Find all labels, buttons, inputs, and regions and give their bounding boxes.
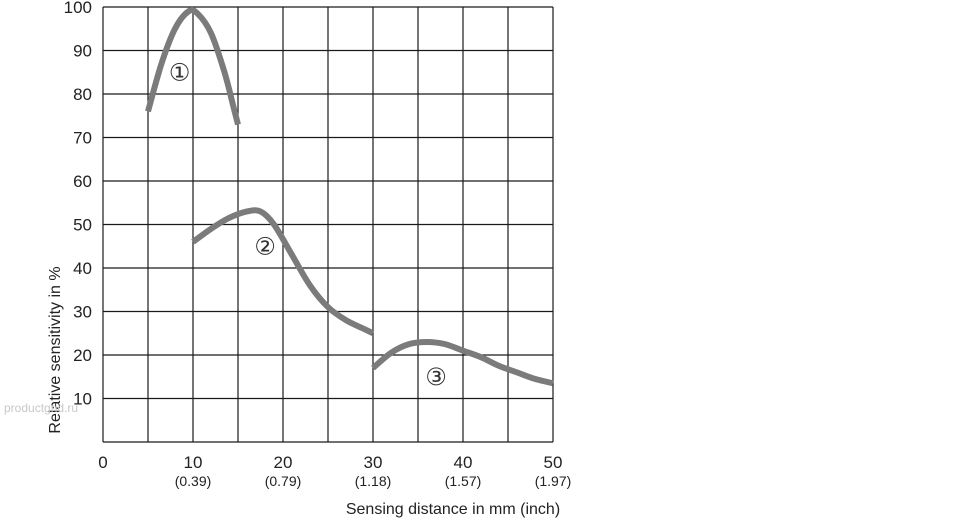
curve-2 (191, 207, 375, 336)
curve-3 (371, 338, 554, 387)
curve-label-2: ② (254, 232, 276, 260)
y-tick-label: 90 (73, 42, 92, 61)
y-tick-label: 70 (73, 129, 92, 148)
x-tick-sublabel: (1.97) (535, 473, 572, 489)
y-tick-label: 50 (73, 216, 92, 235)
x-tick-label: 0 (98, 453, 107, 472)
curve-1 (145, 6, 241, 126)
curve-labels: ① ② ③ (169, 58, 447, 391)
x-tick-label: 10 (184, 453, 203, 472)
x-axis-ticks: 0 10(0.39) 20(0.79) 30(1.18) 40(1.57) 50(1.97… (98, 453, 571, 489)
x-tick-sublabel: (0.39) (175, 473, 212, 489)
y-tick-label: 60 (73, 172, 92, 191)
y-tick-label: 40 (73, 259, 92, 278)
x-tick-label: 30 (364, 453, 383, 472)
y-tick-label: 30 (73, 303, 92, 322)
y-tick-label: 10 (73, 390, 92, 409)
curve-label-1: ① (169, 58, 191, 86)
y-tick-label: 80 (73, 85, 92, 104)
x-axis-title: Sensing distance in mm (inch) (346, 501, 560, 518)
y-tick-label: 100 (64, 0, 92, 17)
x-tick-label: 50 (544, 453, 563, 472)
y-axis-title: Relative sensitivity in % (47, 266, 64, 433)
x-tick-sublabel: (0.79) (265, 473, 302, 489)
x-tick-label: 20 (274, 453, 293, 472)
y-axis-ticks: 10 20 30 40 50 60 70 80 90 100 (64, 0, 92, 409)
x-tick-sublabel: (1.18) (355, 473, 392, 489)
x-tick-sublabel: (1.57) (445, 473, 482, 489)
x-tick-label: 40 (454, 453, 473, 472)
y-tick-label: 20 (73, 346, 92, 365)
curves (145, 6, 554, 387)
curve-label-3: ③ (425, 363, 447, 391)
watermark: productgrid.ru (4, 401, 78, 415)
